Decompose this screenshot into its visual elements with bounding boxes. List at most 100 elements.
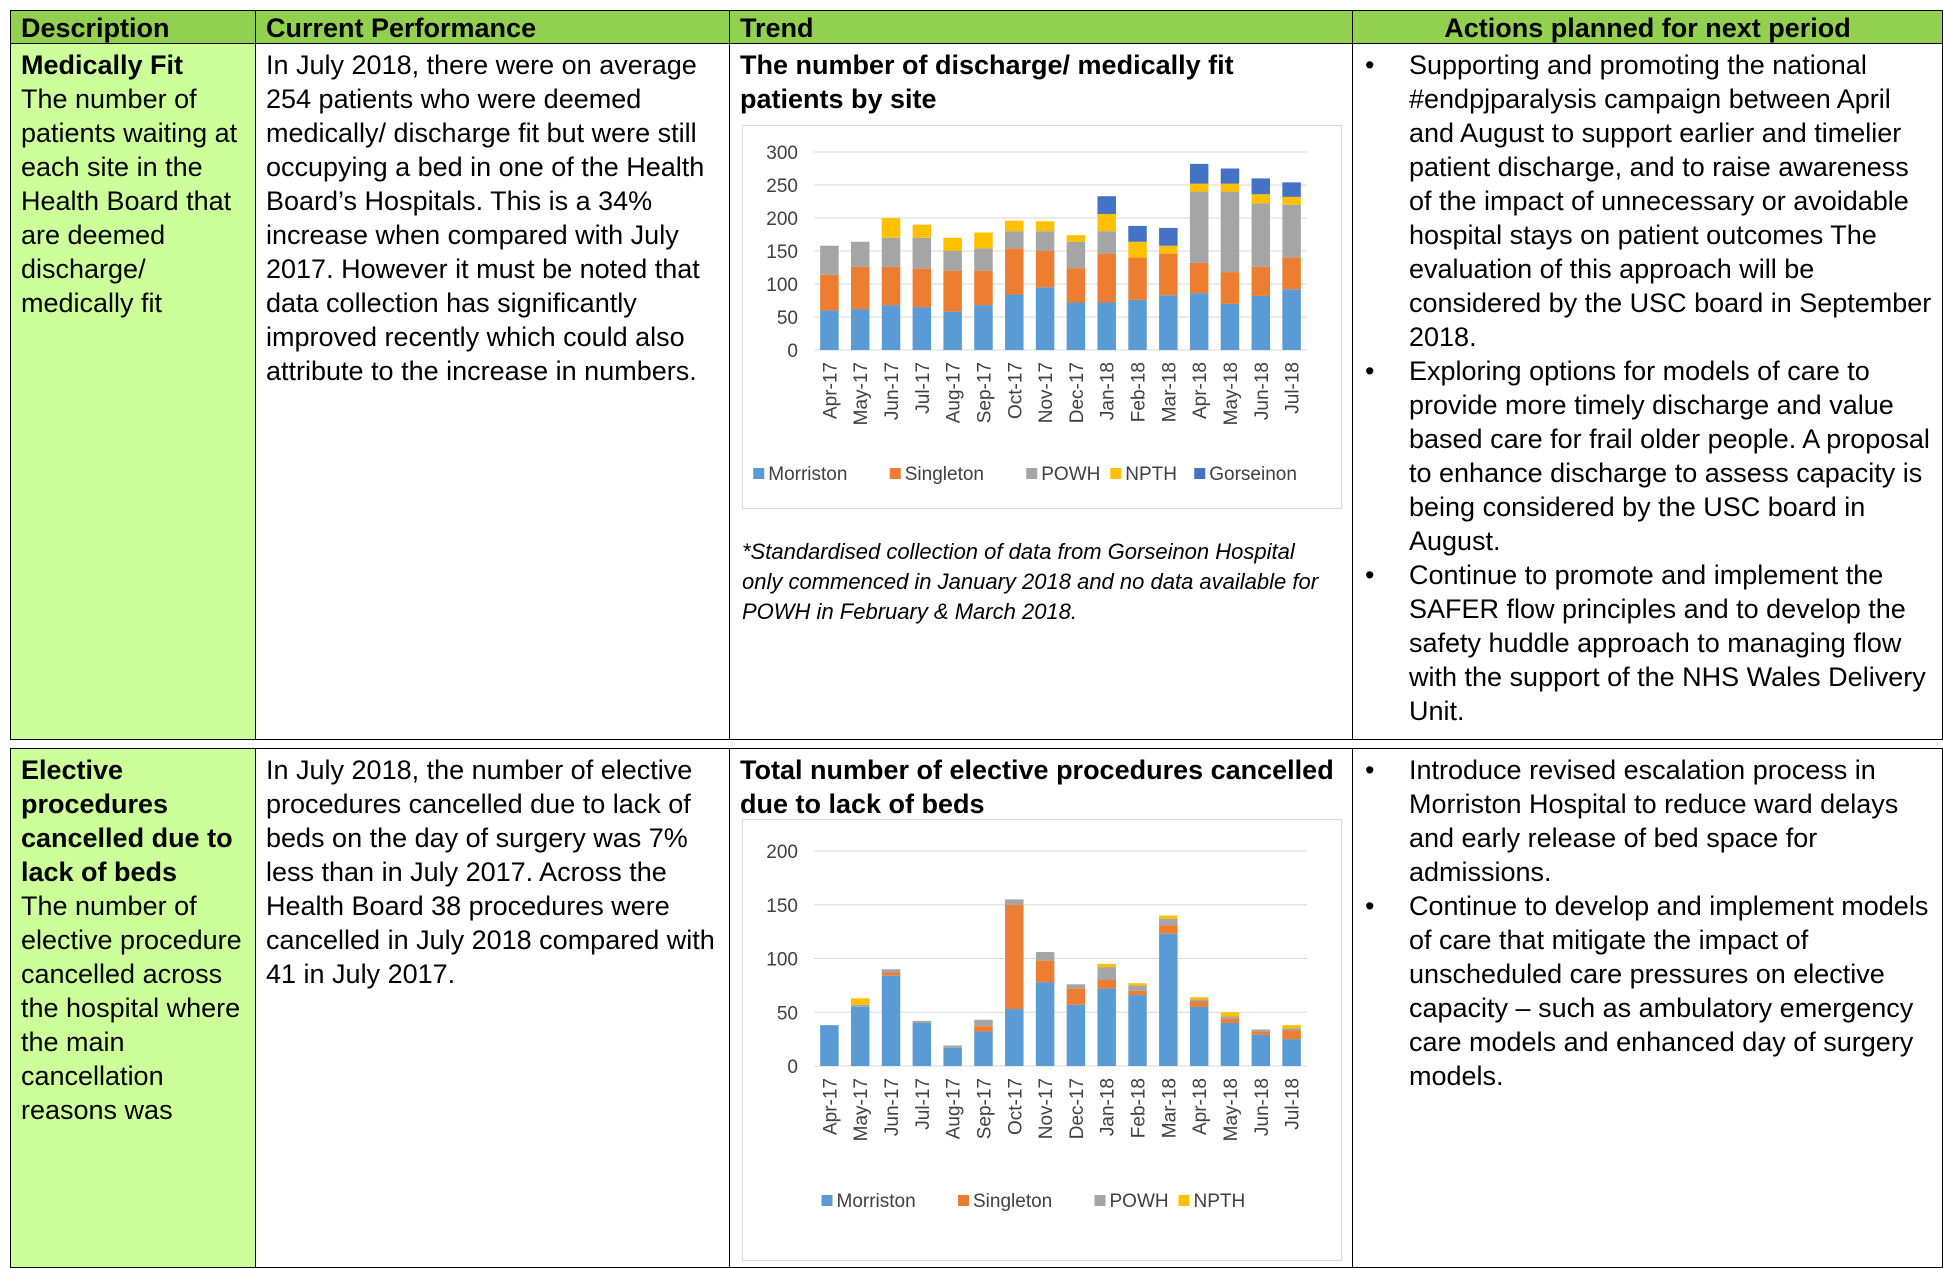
bar-segment bbox=[943, 251, 962, 271]
x-tick-label: Jun-17 bbox=[882, 1078, 903, 1136]
legend-swatch bbox=[1178, 1195, 1190, 1206]
x-tick-label: Apr-18 bbox=[1190, 362, 1211, 419]
bar-segment bbox=[850, 309, 870, 350]
x-tick-label: Jul-18 bbox=[1283, 362, 1304, 414]
chart: 0 50 100 150 200 250 300 Apr-17 May-17 Jun-17 Jul-… bbox=[742, 125, 1342, 509]
actions-cell: Supporting and promoting the national #e… bbox=[1352, 43, 1943, 740]
x-tick-label: Jun-18 bbox=[1252, 1078, 1273, 1136]
bar-segment bbox=[974, 305, 993, 350]
bar-segment bbox=[974, 1026, 993, 1032]
legend-label: POWH bbox=[1110, 1191, 1169, 1212]
y-tick-label: 0 bbox=[787, 1057, 798, 1078]
x-tick-label: Apr-17 bbox=[820, 362, 841, 419]
row-title: Medically Fit bbox=[21, 50, 184, 80]
chart: 0 50 100 150 200 Apr-17 May-17 Jun-17 Jul-17 Aug-… bbox=[742, 819, 1342, 1261]
x-tick-label: Dec-17 bbox=[1067, 362, 1088, 423]
x-tick-label: Aug-17 bbox=[944, 362, 965, 423]
x-tick-label: Jul-17 bbox=[913, 362, 934, 414]
y-tick-label: 150 bbox=[766, 242, 798, 263]
bar-segment bbox=[1159, 918, 1178, 926]
bar-segment bbox=[1282, 204, 1301, 258]
bar-segment bbox=[1159, 245, 1178, 254]
action-list: Supporting and promoting the national #e… bbox=[1363, 48, 1932, 728]
bar-segment bbox=[1220, 1012, 1240, 1017]
bar-segment bbox=[1066, 241, 1086, 269]
bar-segment bbox=[1035, 221, 1055, 232]
bar-segment bbox=[1282, 289, 1301, 350]
x-tick-label: Aug-17 bbox=[944, 1078, 965, 1139]
actions-cell: Introduce revised escalation process in … bbox=[1352, 748, 1943, 1268]
bar-segment bbox=[1189, 191, 1209, 263]
bar-segment bbox=[1005, 899, 1024, 905]
bar-segment bbox=[1189, 1006, 1209, 1066]
bar-segment bbox=[1251, 203, 1271, 267]
bar-segment bbox=[912, 1020, 932, 1023]
bar-segment bbox=[1097, 214, 1116, 232]
bar-segment bbox=[1097, 253, 1116, 303]
bar-segment bbox=[1189, 293, 1209, 350]
bar-segment bbox=[820, 274, 839, 311]
bar-segment bbox=[1189, 262, 1209, 294]
bar-segment bbox=[1189, 1001, 1209, 1007]
bar-segment bbox=[1189, 183, 1209, 192]
legend-swatch bbox=[1094, 1195, 1106, 1206]
bar-segment bbox=[820, 310, 839, 350]
x-tick-label: Jul-17 bbox=[913, 1078, 934, 1130]
bar-segment bbox=[1159, 933, 1178, 1066]
y-tick-label: 100 bbox=[766, 950, 798, 971]
bar-segment bbox=[1128, 985, 1147, 991]
x-tick-label: May-17 bbox=[851, 1078, 872, 1141]
bar-segment bbox=[1097, 967, 1116, 980]
performance-cell: In July 2018, the number of elective pro… bbox=[255, 748, 730, 1268]
bar-segment bbox=[1005, 1009, 1024, 1066]
bar-segment bbox=[1251, 266, 1271, 296]
bar-segment bbox=[1159, 915, 1178, 919]
x-tick-label: Nov-17 bbox=[1036, 1078, 1057, 1139]
bar-segment bbox=[881, 266, 901, 306]
bar-segment bbox=[820, 1025, 839, 1066]
action-item: Supporting and promoting the national #e… bbox=[1365, 48, 1932, 354]
bar-segment bbox=[1097, 980, 1116, 989]
bar-segment bbox=[1282, 196, 1301, 205]
bar-segment bbox=[1035, 952, 1055, 961]
bar-segment bbox=[1128, 241, 1147, 258]
x-tick-label: Sep-17 bbox=[974, 362, 995, 423]
bar-segment bbox=[912, 268, 932, 308]
bar-segment bbox=[1066, 988, 1086, 1005]
bar-segment bbox=[1005, 294, 1024, 350]
x-tick-label: May-18 bbox=[1221, 1078, 1242, 1141]
bar-segment bbox=[1159, 295, 1178, 350]
legend-swatch bbox=[1110, 468, 1122, 479]
bar-segment bbox=[912, 1023, 932, 1066]
description-cell: Elective procedures cancelled due to lac… bbox=[10, 748, 256, 1268]
bar-segment bbox=[943, 1047, 962, 1066]
bar-segment bbox=[1128, 257, 1147, 300]
bar-segment bbox=[1189, 997, 1209, 1000]
bar-segment bbox=[974, 1019, 993, 1027]
legend-swatch bbox=[958, 1195, 969, 1206]
bar-segment bbox=[1220, 1016, 1240, 1019]
row-title: Elective procedures cancelled due to lac… bbox=[21, 755, 233, 887]
legend-label: POWH bbox=[1041, 464, 1100, 485]
x-tick-label: Oct-17 bbox=[1005, 1078, 1026, 1135]
bar-segment bbox=[1282, 1028, 1301, 1031]
action-item: Continue to promote and implement the SA… bbox=[1365, 558, 1932, 728]
bar-segment bbox=[974, 248, 993, 271]
bar-segment bbox=[881, 972, 901, 976]
x-tick-label: May-17 bbox=[851, 362, 872, 425]
x-tick-label: Apr-18 bbox=[1190, 1078, 1211, 1135]
bar-segment bbox=[1251, 1031, 1271, 1035]
bar-segment bbox=[943, 311, 962, 350]
legend-label: Singleton bbox=[905, 464, 984, 485]
bar-segment bbox=[850, 998, 870, 1005]
legend-swatch bbox=[821, 1195, 833, 1206]
bar-segment bbox=[1035, 982, 1055, 1066]
header-cell: Actions planned for next period bbox=[1352, 10, 1943, 44]
bar-segment bbox=[850, 266, 870, 310]
bar-segment bbox=[1251, 295, 1271, 350]
x-tick-label: Sep-17 bbox=[974, 1078, 995, 1139]
header-cell: Trend bbox=[729, 10, 1353, 44]
x-tick-label: Jan-18 bbox=[1098, 362, 1119, 420]
bar-segment bbox=[1251, 178, 1271, 195]
